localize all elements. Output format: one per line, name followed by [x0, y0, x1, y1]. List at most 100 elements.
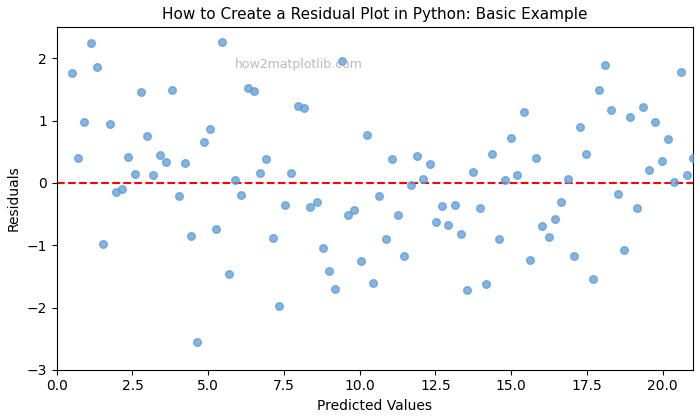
Point [342, 211, 354, 218]
Point [386, 155, 398, 162]
Point [204, 126, 216, 132]
Point [468, 168, 479, 175]
Point [323, 268, 335, 275]
Point [531, 155, 542, 161]
Point [656, 158, 667, 164]
Point [368, 280, 379, 287]
Point [543, 234, 554, 241]
Point [248, 88, 260, 95]
Point [349, 207, 360, 214]
Point [135, 89, 146, 96]
Point [612, 191, 624, 197]
Point [355, 257, 366, 264]
Point [230, 177, 241, 184]
Point [442, 221, 454, 228]
Point [255, 170, 266, 177]
Point [267, 235, 279, 242]
Point [474, 205, 485, 211]
Point [524, 257, 536, 263]
Point [562, 176, 573, 183]
Point [116, 186, 127, 193]
Point [412, 153, 423, 160]
Point [286, 170, 297, 176]
Point [279, 201, 290, 208]
Point [556, 199, 567, 206]
Point [675, 68, 686, 75]
Point [273, 303, 284, 310]
Point [148, 172, 159, 179]
Point [405, 181, 416, 188]
Point [160, 159, 172, 165]
Point [668, 179, 680, 186]
Point [192, 339, 203, 345]
Point [304, 204, 316, 210]
Point [154, 152, 165, 159]
Point [104, 121, 115, 127]
Point [236, 191, 247, 198]
Point [336, 58, 347, 65]
Point [537, 222, 548, 229]
Point [637, 103, 648, 110]
Point [550, 215, 561, 222]
Point [499, 176, 510, 183]
Point [594, 87, 605, 94]
Point [631, 205, 642, 211]
Point [568, 252, 580, 259]
Point [66, 70, 78, 76]
Point [606, 106, 617, 113]
Point [380, 235, 391, 242]
Point [141, 132, 153, 139]
Point [581, 151, 592, 158]
Point [361, 131, 372, 138]
Point [461, 287, 472, 294]
Point [486, 151, 498, 158]
Point [512, 171, 523, 178]
Point [393, 211, 404, 218]
Point [292, 103, 303, 110]
Title: How to Create a Residual Plot in Python: Basic Example: How to Create a Residual Plot in Python:… [162, 7, 587, 22]
Point [186, 233, 197, 239]
Point [97, 241, 108, 247]
Point [493, 236, 504, 243]
Point [399, 253, 410, 260]
Point [437, 202, 448, 209]
Point [687, 155, 699, 161]
Point [480, 281, 491, 288]
Point [110, 189, 121, 196]
Point [618, 246, 629, 253]
Point [79, 119, 90, 126]
Point [298, 105, 309, 111]
Point [330, 286, 341, 293]
Point [600, 62, 611, 68]
Point [455, 230, 466, 237]
Point [587, 275, 598, 282]
Point [430, 219, 442, 226]
Point [518, 109, 529, 116]
Point [217, 38, 228, 45]
Point [198, 139, 209, 146]
Y-axis label: Residuals: Residuals [7, 165, 21, 231]
Point [211, 226, 222, 233]
Point [129, 171, 140, 177]
Text: how2matplotlib.com: how2matplotlib.com [234, 58, 363, 71]
Point [261, 156, 272, 163]
Point [505, 134, 517, 141]
Point [73, 155, 84, 161]
Point [317, 245, 328, 252]
Point [242, 84, 253, 91]
Point [374, 193, 385, 199]
Point [85, 40, 97, 47]
Point [311, 198, 322, 205]
Point [681, 172, 692, 178]
Point [643, 167, 655, 173]
Point [650, 119, 661, 126]
Point [173, 192, 184, 199]
Point [449, 202, 460, 209]
Point [167, 87, 178, 93]
Point [424, 161, 435, 168]
Point [223, 270, 235, 277]
Point [418, 176, 429, 182]
Point [92, 63, 103, 70]
Point [662, 136, 673, 142]
Point [179, 160, 190, 167]
